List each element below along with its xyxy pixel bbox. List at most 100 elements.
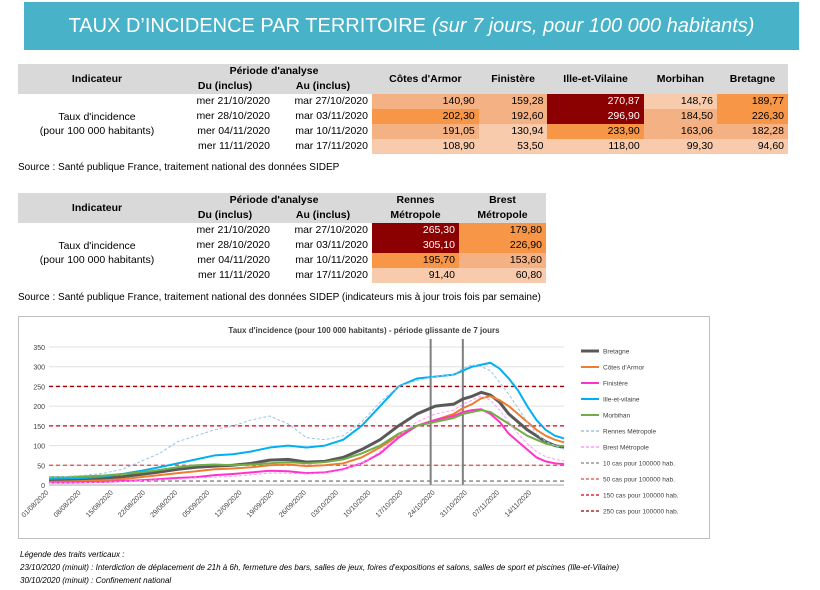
row-label: Taux d'incidence (pour 100 000 habitants… (18, 94, 176, 154)
cell-value: 202,30 (372, 109, 479, 124)
header-du: Du (inclus) (176, 208, 274, 223)
cell-value: 179,80 (459, 223, 546, 238)
cell-value: 118,00 (547, 139, 644, 154)
cell-du: mer 11/11/2020 (198, 269, 270, 281)
table-row: mer 28/10/2020 mar 03/11/2020 202,30 192… (18, 109, 788, 124)
vline-legend-line1: 23/10/2020 (minuit) : Interdiction de dé… (20, 563, 620, 572)
cell-value: 305,10 (372, 238, 459, 253)
legend-label: Brest Métropole (603, 445, 649, 452)
cell-value: 91,40 (372, 268, 459, 283)
chart-title: Taux d'incidence (pour 100 000 habitants… (228, 326, 500, 335)
row-label-line1: Taux d'incidence (58, 240, 136, 252)
legend-label: 250 cas pour 100000 hab. (603, 509, 679, 516)
header-du: Du (inclus) (176, 79, 274, 94)
banner-title: TAUX D’INCIDENCE PAR TERRITOIRE (68, 14, 427, 37)
y-tick-label: 250 (33, 384, 45, 391)
vline-legend-line2: 30/10/2020 (minuit) : Confinement nation… (20, 576, 172, 585)
cell-value: 296,90 (547, 109, 644, 124)
cell-du: mer 21/10/2020 (196, 95, 270, 107)
cell-du: mer 04/11/2020 (197, 254, 270, 266)
cell-value: 159,28 (478, 94, 548, 109)
x-tick-label: 08/08/2020 (53, 489, 83, 519)
x-tick-label: 01/08/2020 (21, 489, 51, 519)
cell-value: 153,60 (459, 253, 546, 268)
cell-value: 226,30 (717, 109, 788, 124)
cell-au: mar 03/11/2020 (295, 239, 368, 251)
cell-value: 140,90 (372, 94, 479, 109)
legend-label: 50 cas pour 100000 hab. (603, 477, 675, 484)
header-rennes-l2: Métropole (372, 208, 459, 223)
source-note-1: Source : Santé publique France, traiteme… (18, 162, 340, 173)
row-label-line2: (pour 100 000 habitants) (39, 125, 155, 137)
incidence-chart: Taux d'incidence (pour 100 000 habitants… (18, 316, 710, 539)
incidence-table-departements: Indicateur Période d'analyse Côtes d'Arm… (18, 64, 788, 154)
cell-au: mar 27/10/2020 (294, 224, 368, 236)
cell-value: 163,06 (643, 124, 717, 139)
y-tick-label: 50 (37, 463, 45, 470)
x-tick-label: 22/08/2020 (117, 489, 147, 519)
table-row: Taux d'incidence (pour 100 000 habitants… (18, 94, 788, 137)
legend-label: 10 cas pour 100000 hab. (603, 461, 675, 468)
cell-value: 191,05 (372, 124, 479, 139)
header-periode: Période d'analyse (176, 64, 372, 79)
x-tick-label: 24/10/2020 (407, 489, 437, 519)
cell-au: mar 10/11/2020 (295, 125, 368, 137)
x-tick-label: 14/11/2020 (504, 489, 533, 518)
table-row: mer 04/11/2020 mar 10/11/2020 195,70 153… (18, 253, 546, 268)
y-tick-label: 0 (41, 483, 45, 490)
header-au: Au (inclus) (274, 79, 372, 94)
banner-subtitle: (sur 7 jours, pour 100 000 habitants) (432, 14, 755, 37)
series-line (48, 395, 565, 483)
y-tick-label: 150 (33, 424, 45, 431)
header-col-1: Finistère (478, 64, 548, 94)
x-tick-label: 05/09/2020 (182, 489, 212, 519)
legend-label: Morbihan (603, 413, 630, 420)
cell-value: 189,77 (717, 94, 788, 109)
x-tick-label: 12/09/2020 (214, 489, 244, 519)
y-tick-label: 350 (33, 345, 45, 352)
cell-value: 99,30 (643, 139, 717, 154)
header-indicateur: Indicateur (18, 193, 176, 223)
cell-du: mer 28/10/2020 (196, 110, 270, 122)
header-col-0: Côtes d'Armor (372, 64, 479, 94)
header-periode: Période d'analyse (176, 193, 372, 208)
row-label-line2: (pour 100 000 habitants) (39, 254, 155, 266)
legend-label: Ille-et-vilaine (603, 397, 640, 404)
cell-du: mer 21/10/2020 (196, 224, 270, 236)
series-line (48, 364, 565, 478)
cell-value: 195,70 (372, 253, 459, 268)
legend-label: 150 cas pour 100000 hab. (603, 493, 679, 500)
cell-value: 182,28 (717, 124, 788, 139)
incidence-chart-svg: Taux d'incidence (pour 100 000 habitants… (21, 326, 679, 519)
cell-au: mar 03/11/2020 (295, 110, 368, 122)
series-line (49, 395, 565, 484)
y-tick-label: 300 (33, 365, 45, 372)
x-tick-label: 17/10/2020 (375, 489, 405, 519)
cell-value: 192,60 (478, 109, 548, 124)
x-tick-label: 26/09/2020 (278, 489, 308, 519)
row-label: Taux d'incidence (pour 100 000 habitants… (18, 223, 176, 283)
header-au: Au (inclus) (274, 208, 372, 223)
legend-label: Rennes Métropole (603, 429, 656, 436)
cell-du: mer 04/11/2020 (197, 125, 270, 137)
table-row: mer 28/10/2020 mar 03/11/2020 305,10 226… (18, 238, 546, 253)
series-line (49, 408, 565, 484)
cell-value: 148,76 (643, 94, 717, 109)
source-note-2: Source : Santé publique France, traiteme… (18, 292, 541, 303)
cell-value: 184,50 (643, 109, 717, 124)
x-tick-label: 19/09/2020 (246, 489, 276, 519)
vline-legend-title: Légende des traits verticaux : (20, 550, 125, 559)
x-tick-label: 07/11/2020 (472, 489, 501, 518)
header-col-4: Bretagne (717, 64, 788, 94)
x-tick-label: 15/08/2020 (85, 489, 115, 519)
header-rennes-l1: Rennes (372, 193, 459, 208)
cell-value: 233,90 (547, 124, 644, 139)
header-brest-l1: Brest (459, 193, 546, 208)
table-row: mer 11/11/2020 mar 17/11/2020 108,90 53,… (18, 139, 788, 154)
incidence-table-metropoles: Indicateur Période d'analyse Rennes Bres… (18, 193, 546, 283)
x-tick-label: 29/08/2020 (149, 489, 179, 519)
x-tick-label: 10/10/2020 (343, 489, 373, 519)
cell-au: mar 17/11/2020 (295, 140, 368, 152)
cell-value: 226,90 (459, 238, 546, 253)
row-label-line1: Taux d'incidence (58, 111, 136, 123)
